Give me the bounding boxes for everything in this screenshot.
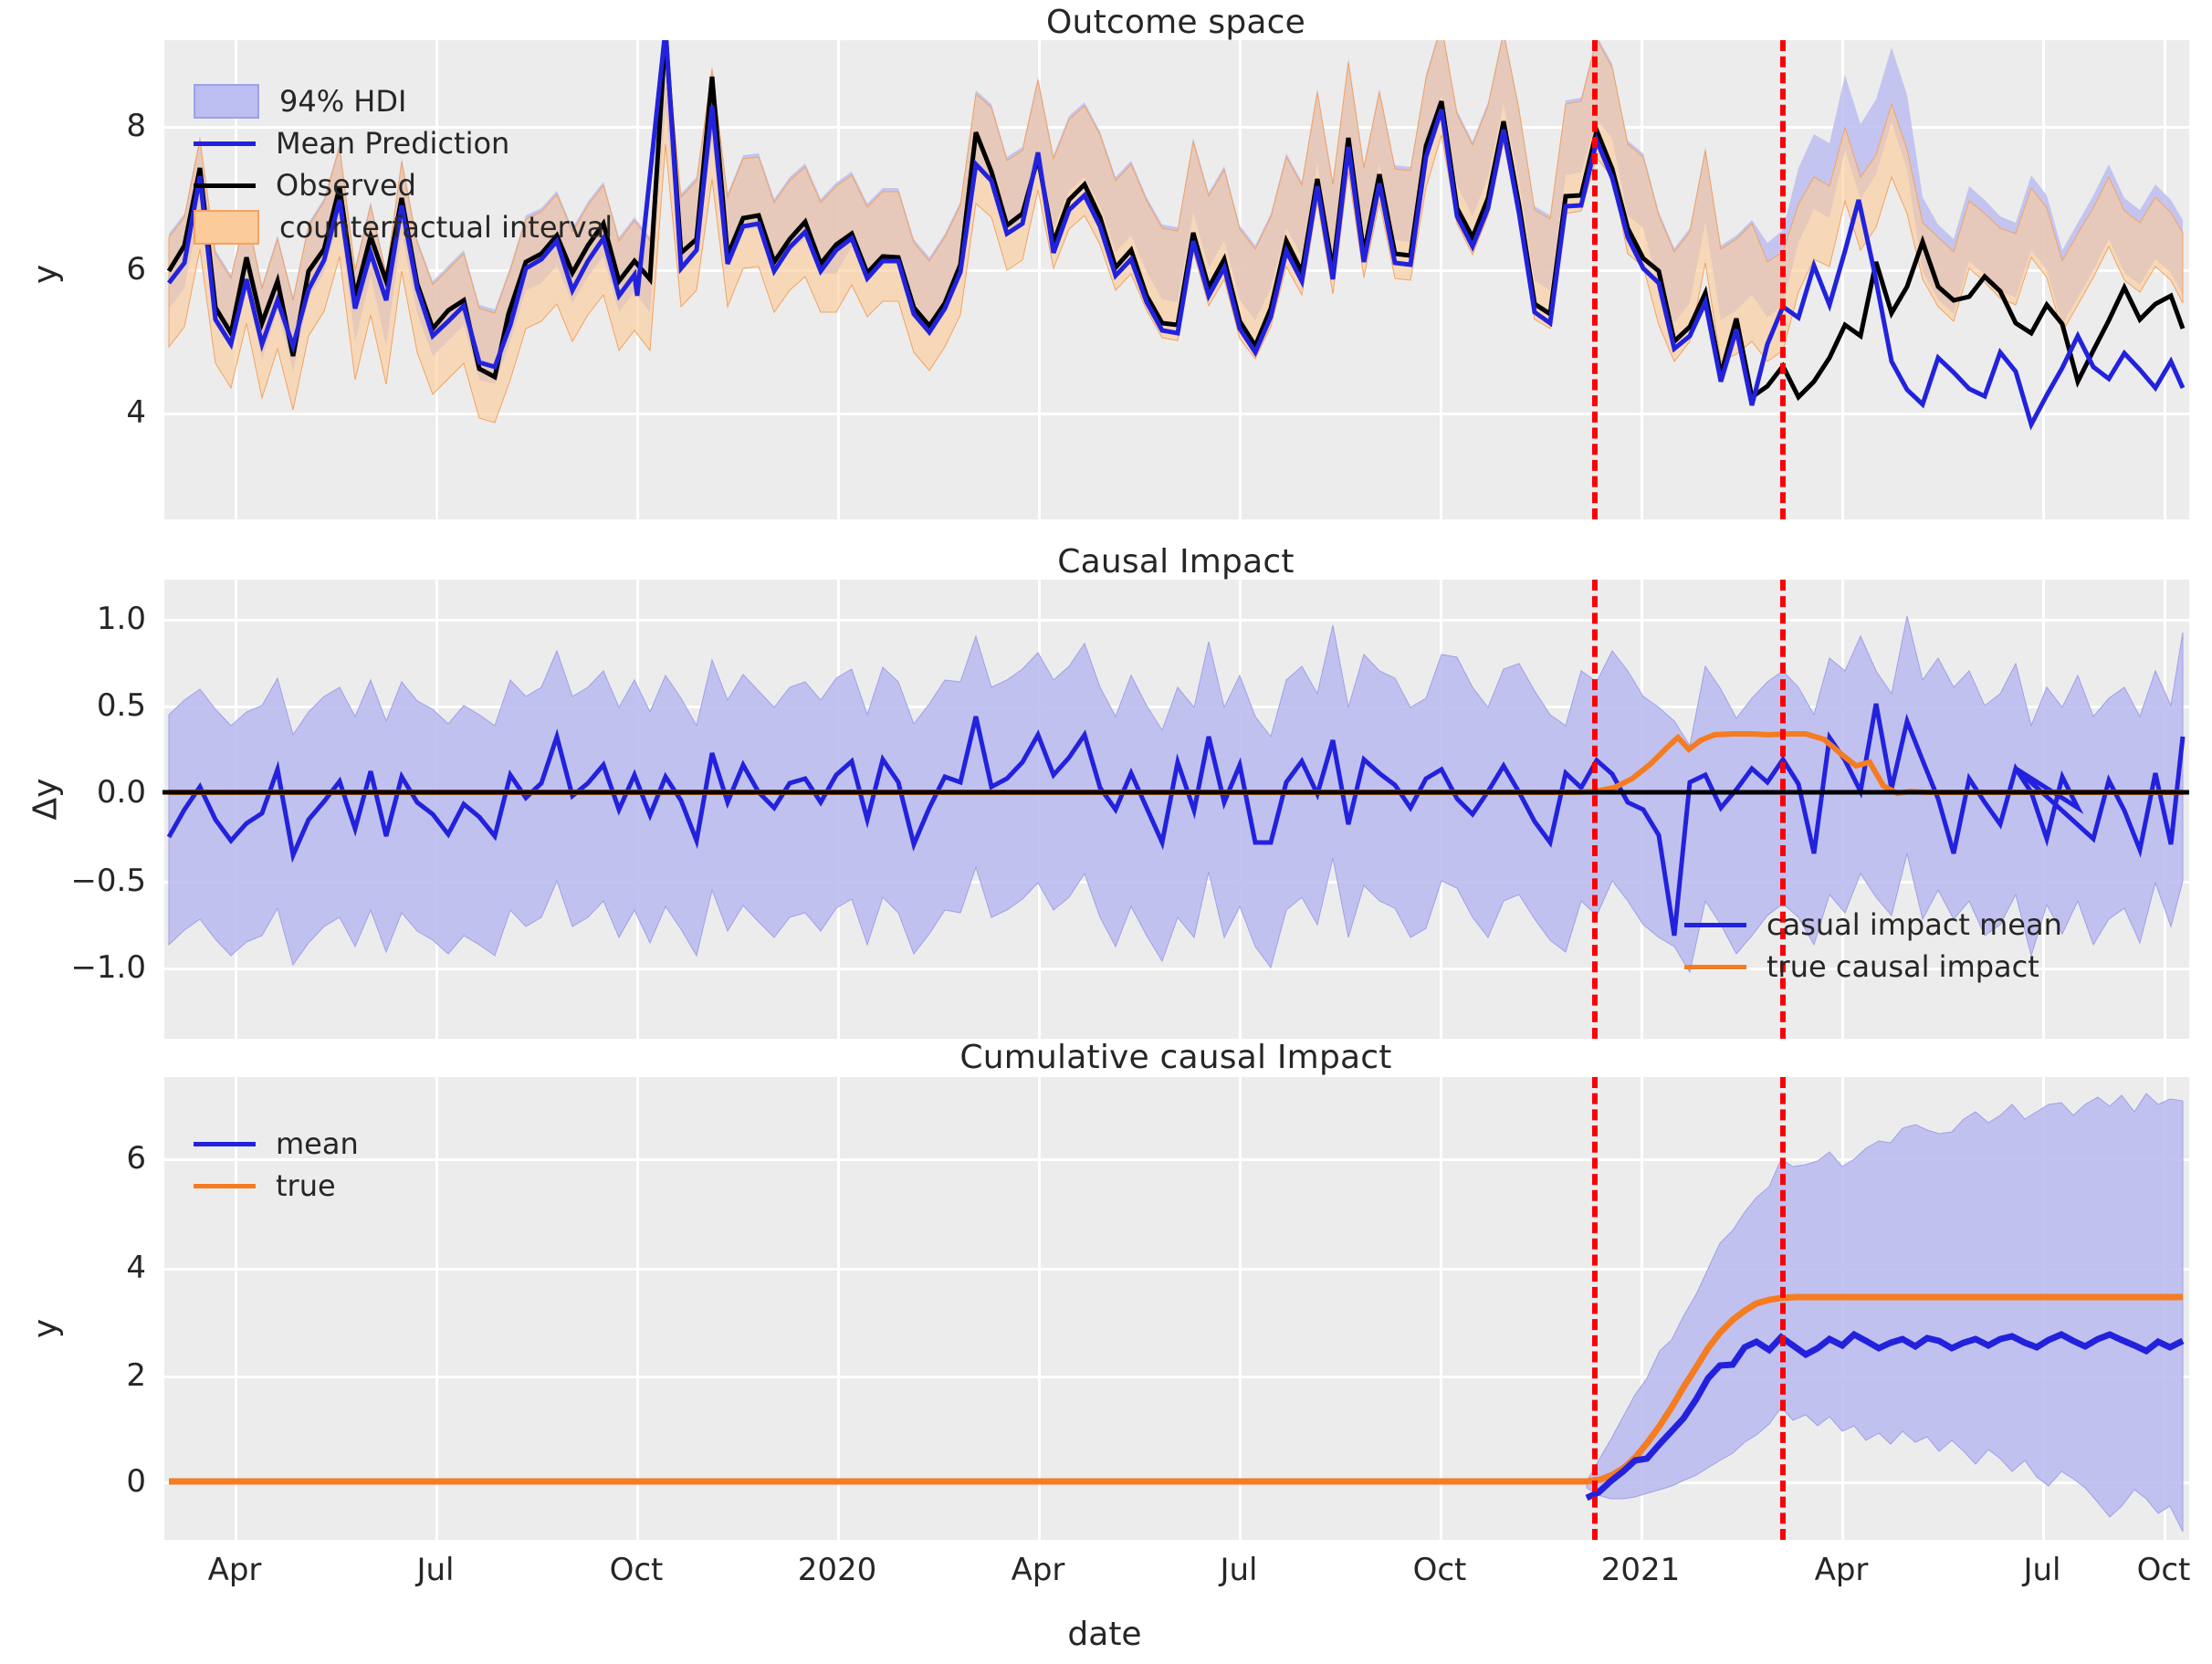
gridline-v xyxy=(1440,40,1442,519)
panel-1-legend: 94% HDI Mean Prediction Observed counter… xyxy=(194,80,613,248)
xtick-2020: 2020 xyxy=(797,1552,877,1588)
panel-3-ytick-4: 4 xyxy=(126,1250,146,1286)
panel-2-ytick-1.0: 1.0 xyxy=(96,601,146,637)
gridline-v xyxy=(235,1077,237,1540)
legend-item: mean xyxy=(194,1123,359,1165)
gridline-v xyxy=(1841,40,1844,519)
panel-2-legend: casual impact mean true causal impact xyxy=(1684,904,2062,988)
panel-2-ytick--1.0: −1.0 xyxy=(70,949,146,986)
panel-1-ytick-6: 6 xyxy=(126,251,146,288)
gridline-v xyxy=(1239,1077,1242,1540)
gridline-v xyxy=(1038,1077,1041,1540)
xtick-apr-2021: Apr xyxy=(1814,1552,1869,1588)
gridline-h xyxy=(162,1376,2189,1378)
observed-swatch-icon xyxy=(194,183,256,188)
gridline-h xyxy=(162,968,2189,970)
panel-1-series xyxy=(166,40,2186,431)
legend-label: Observed xyxy=(276,168,416,203)
hdi-band-panel-3 xyxy=(1586,1093,2184,1533)
panel-3-legend: mean true xyxy=(194,1123,359,1207)
true-causal-impact-swatch-icon xyxy=(1684,964,1746,969)
gridline-v xyxy=(162,40,164,519)
gridline-v xyxy=(435,1077,438,1540)
legend-label: true xyxy=(276,1168,336,1203)
panel-2-ytick--0.5: −0.5 xyxy=(70,863,146,899)
xtick-jul-2021: Jul xyxy=(2023,1552,2061,1588)
legend-item: Mean Prediction xyxy=(194,122,613,164)
gridline-v xyxy=(2164,40,2166,519)
mean-prediction-swatch-icon xyxy=(194,141,256,146)
panel-3-ytick-6: 6 xyxy=(126,1140,146,1177)
gridline-v xyxy=(1038,40,1041,519)
panel-3-series xyxy=(169,1093,2185,1533)
mean-prediction-line xyxy=(167,40,2186,431)
panel-3-ytick-0: 0 xyxy=(126,1463,146,1500)
panel-3-ytick-2: 2 xyxy=(126,1357,146,1394)
gridline-v xyxy=(837,1077,840,1540)
legend-item: 94% HDI xyxy=(194,80,613,122)
cumulative-mean-line xyxy=(1585,1330,2185,1502)
gridline-h xyxy=(162,413,2189,415)
panel-1-plot-area xyxy=(162,40,2189,519)
gridline-v xyxy=(1641,1077,1643,1540)
intervention-line-end xyxy=(1780,580,1786,1039)
panel-1-ytick-8: 8 xyxy=(126,108,146,144)
xtick-oct-2021: Oct xyxy=(2136,1552,2191,1588)
legend-item: counterfactual interval xyxy=(194,206,613,248)
xtick-oct-2019: Oct xyxy=(609,1552,664,1588)
gridline-v xyxy=(162,580,164,1039)
panel-2-plot-area xyxy=(162,580,2189,1039)
counterfactual-swatch-icon xyxy=(194,210,259,245)
legend-label: Mean Prediction xyxy=(276,126,510,161)
gridline-v xyxy=(1440,1077,1442,1540)
xtick-apr-2019: Apr xyxy=(207,1552,262,1588)
legend-label: casual impact mean xyxy=(1766,907,2062,942)
xtick-jul-2020: Jul xyxy=(1220,1552,1258,1588)
panel-2-series xyxy=(162,615,2189,974)
gridline-h xyxy=(162,1268,2189,1271)
xtick-2021: 2021 xyxy=(1600,1552,1681,1588)
cumulative-true-line xyxy=(169,1293,2183,1485)
legend-item: Observed xyxy=(194,164,613,206)
gridline-v xyxy=(2042,40,2045,519)
legend-label: true causal impact xyxy=(1766,949,2039,984)
gridline-h xyxy=(162,126,2189,129)
legend-item: casual impact mean xyxy=(1684,904,2062,946)
casual-impact-mean-swatch-icon xyxy=(1684,922,1746,927)
gridline-h xyxy=(162,619,2189,622)
gridline-v xyxy=(1641,40,1643,519)
xtick-jul-2019: Jul xyxy=(416,1552,455,1588)
x-axis-label: date xyxy=(1067,1616,1142,1653)
legend-label: mean xyxy=(276,1126,359,1161)
intervention-line-start xyxy=(1592,40,1598,519)
cumulative-mean-swatch-icon xyxy=(194,1141,256,1146)
hdi-swatch-icon xyxy=(194,84,259,119)
panel-2-ytick-0.5: 0.5 xyxy=(96,687,146,724)
gridline-v xyxy=(162,1077,164,1540)
intervention-line-start xyxy=(1592,1077,1598,1540)
cumulative-true-swatch-icon xyxy=(194,1183,256,1188)
panel-3-plot-area xyxy=(162,1077,2189,1540)
panel-2-ytick-0.0: 0.0 xyxy=(96,774,146,811)
intervention-line-end xyxy=(1780,1077,1786,1540)
gridline-v xyxy=(636,1077,639,1540)
gridline-h xyxy=(162,1158,2189,1161)
panel-3-title: Cumulative causal Impact xyxy=(959,1039,1392,1076)
legend-item: true causal impact xyxy=(1684,946,2062,988)
legend-label: 94% HDI xyxy=(279,84,407,119)
panel-1-ytick-4: 4 xyxy=(126,394,146,431)
intervention-line-end xyxy=(1780,40,1786,519)
causal-impact-mean-line xyxy=(166,703,2186,937)
legend-label: counterfactual interval xyxy=(279,210,613,245)
xtick-oct-2020: Oct xyxy=(1412,1552,1467,1588)
intervention-line-start xyxy=(1592,580,1598,1039)
xtick-apr-2020: Apr xyxy=(1011,1552,1065,1588)
panel-2-title: Causal Impact xyxy=(1057,543,1295,581)
legend-item: true xyxy=(194,1165,359,1207)
panel-1-title: Outcome space xyxy=(1046,4,1305,41)
